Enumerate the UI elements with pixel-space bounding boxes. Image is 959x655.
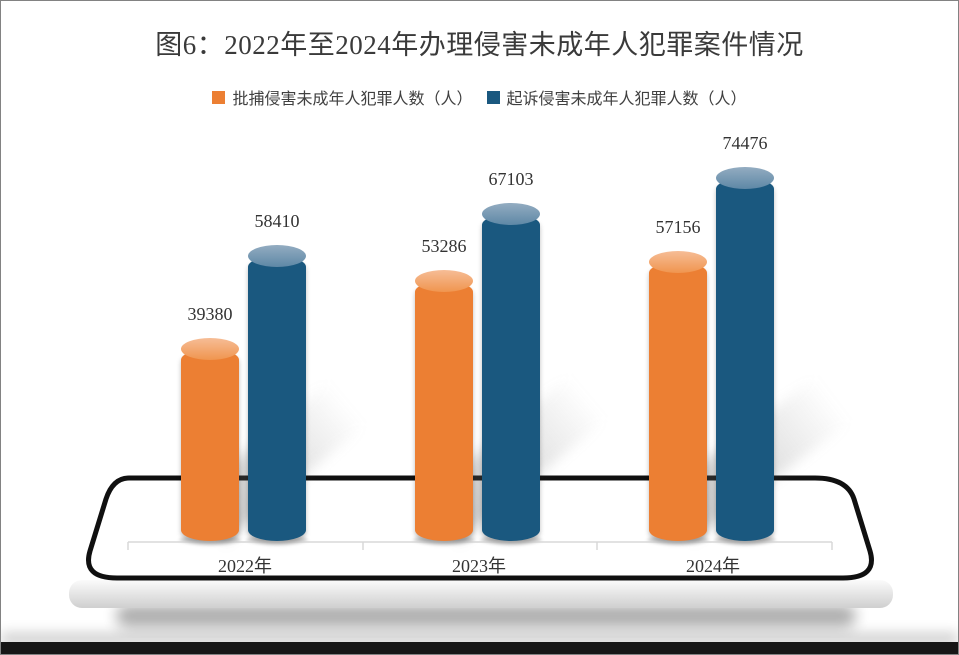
value-label: 67103 (488, 169, 534, 189)
value-label: 74476 (722, 133, 768, 153)
legend-swatch-blue-icon (486, 90, 500, 104)
legend-label-arrested: 批捕侵害未成年人犯罪人数（人） (232, 91, 473, 108)
bar-top-cap (716, 167, 774, 189)
bar-series1-2024年 (716, 167, 774, 541)
x-axis-label: 2022年 (218, 556, 272, 576)
value-label: 53286 (421, 236, 467, 256)
x-axis-label: 2024年 (686, 556, 740, 576)
x-axis-label: 2023年 (452, 556, 506, 576)
legend-item-prosecuted: 起诉侵害未成年人犯罪人数（人） (486, 85, 747, 109)
chart-legend: 批捕侵害未成年人犯罪人数（人） 起诉侵害未成年人犯罪人数（人） (1, 85, 958, 109)
legend-item-arrested: 批捕侵害未成年人犯罪人数（人） (212, 85, 473, 109)
value-label: 58410 (254, 211, 300, 231)
value-label: 57156 (655, 217, 701, 237)
bar-series0-2022年 (181, 338, 239, 541)
bar-series1-2022年 (248, 245, 306, 541)
platform-side-edge (69, 580, 893, 608)
bottom-edge-bar (1, 642, 958, 654)
bar-top-cap (649, 251, 707, 273)
value-label: 39380 (187, 304, 233, 324)
bar-top-cap (482, 203, 540, 225)
x-axis (127, 541, 833, 550)
bar-top-cap (415, 270, 473, 292)
bar-series1-2023年 (482, 203, 540, 541)
chart-title: 图6：2022年至2024年办理侵害未成年人犯罪案件情况 (155, 30, 804, 60)
bar-series0-2024年 (649, 251, 707, 541)
legend-swatch-orange-icon (212, 90, 226, 104)
bar-top-cap (248, 245, 306, 267)
legend-label-prosecuted: 起诉侵害未成年人犯罪人数（人） (506, 91, 747, 108)
platform-floor-shadow (116, 605, 856, 627)
bar-series0-2023年 (415, 270, 473, 541)
bar-top-cap (181, 338, 239, 360)
